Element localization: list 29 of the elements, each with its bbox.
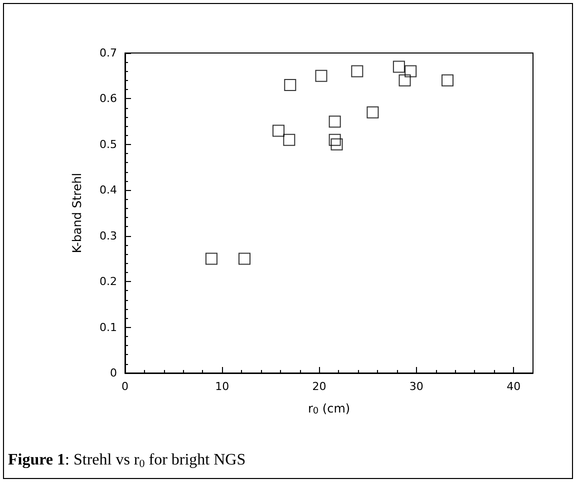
- point: [330, 138, 343, 150]
- y-tick-label: 0.7: [100, 46, 117, 60]
- x-tick-label: 30: [409, 380, 424, 393]
- y-tick-label: 0.4: [100, 184, 117, 197]
- y-tick-label: 0.1: [100, 320, 117, 334]
- y-tick-label: 0: [110, 366, 117, 380]
- y-tick-label: 0.2: [100, 275, 117, 288]
- y-tick-label: 0.3: [100, 229, 117, 242]
- point: [238, 252, 250, 265]
- point: [328, 116, 341, 128]
- point: [205, 252, 218, 265]
- point: [398, 74, 411, 86]
- x-tick-label: 40: [506, 380, 521, 393]
- point: [328, 134, 341, 146]
- point: [272, 124, 284, 137]
- point: [351, 65, 364, 78]
- point: [315, 70, 328, 82]
- point: [284, 79, 296, 91]
- x-tick-label: 10: [215, 380, 230, 393]
- x-tick-label: 0: [122, 380, 128, 393]
- point: [366, 106, 379, 118]
- point: [283, 134, 296, 146]
- point: [404, 65, 417, 78]
- point: [442, 74, 454, 86]
- x-tick-label: 20: [312, 380, 326, 393]
- y-tick-label: 0.5: [100, 138, 117, 151]
- y-axis-title: K-band Strehl: [70, 172, 84, 254]
- y-tick-label: 0.6: [100, 92, 117, 106]
- point: [392, 60, 405, 73]
